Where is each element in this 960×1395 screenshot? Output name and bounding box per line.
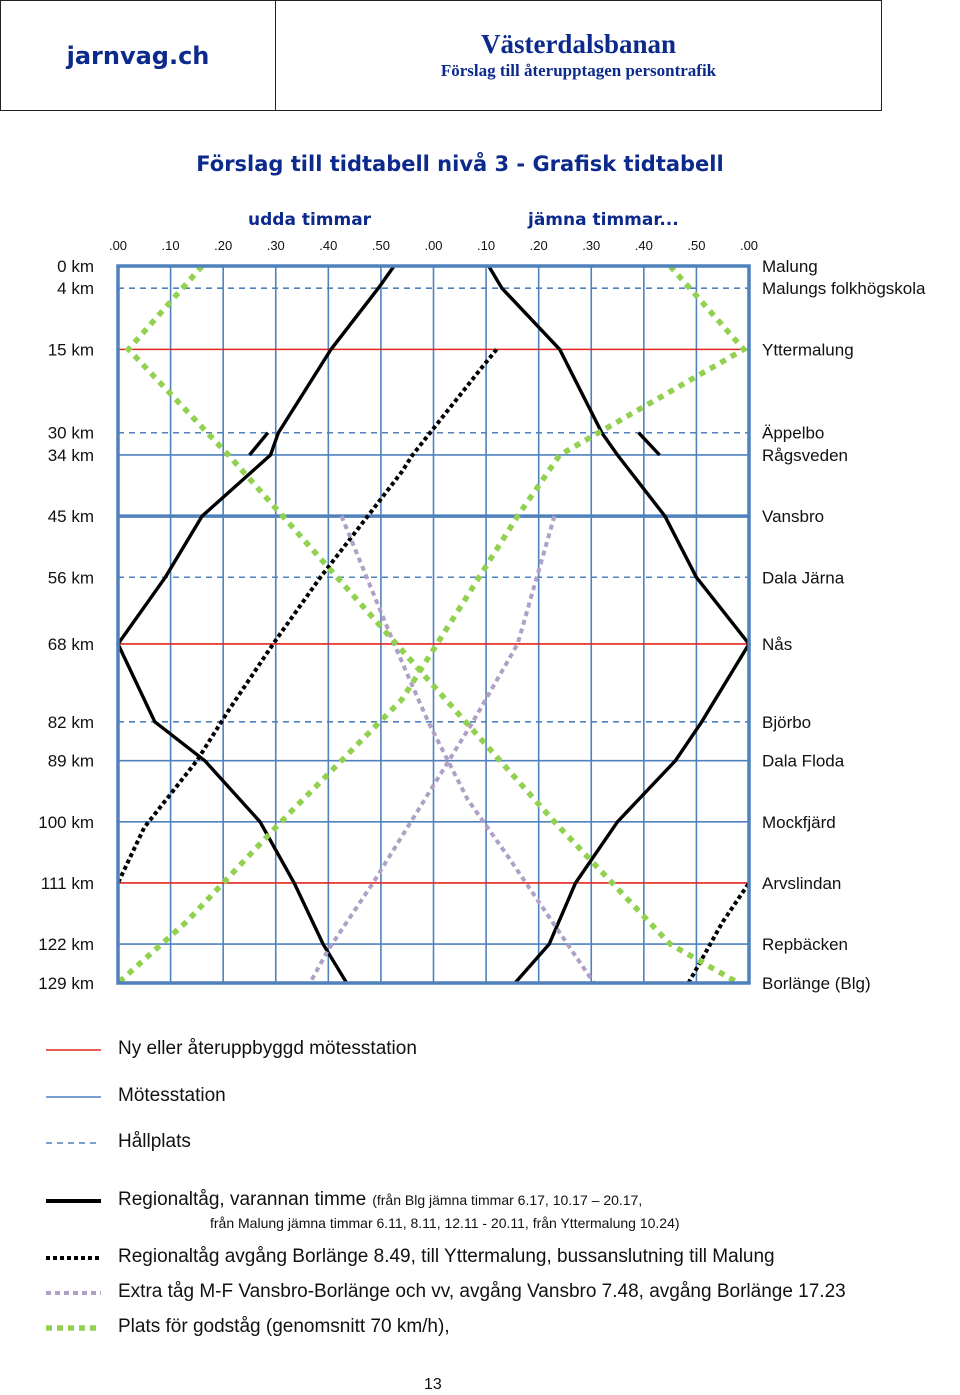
- x-tick-label: .40: [635, 238, 653, 253]
- km-label: 45 km: [48, 507, 94, 526]
- graphic-timetable-chart: .00 .10 .20 .30 .40 .50 .00 .10 .20 .30 .40 .50 .00 0…: [38, 238, 926, 993]
- km-label: 111 km: [41, 874, 94, 893]
- km-label: 89 km: [48, 752, 94, 771]
- station-lines: [118, 287, 749, 945]
- km-label: 4 km: [57, 279, 94, 298]
- km-label: 129 km: [38, 974, 94, 993]
- km-label: 30 km: [48, 424, 94, 443]
- legend-item: Regionaltåg, varannan timme (från Blg jäm…: [46, 1189, 642, 1212]
- legend-label: Mötesstation: [118, 1085, 226, 1106]
- legend-swatch: [46, 1199, 101, 1203]
- legend-note-second-line: från Malung jämna timmar 6.11, 8.11, 12.…: [210, 1215, 680, 1231]
- train-path-regional-dotted: [686, 881, 751, 984]
- station-name-label: Malung: [762, 257, 818, 276]
- station-name-label: Yttermalung: [762, 340, 854, 359]
- station-name-label: Dala Järna: [762, 568, 845, 587]
- legend-item: Extra tåg M-F Vansbro-Borlänge och vv, a…: [46, 1281, 846, 1304]
- x-tick-label: .50: [687, 238, 705, 253]
- km-label: 82 km: [48, 713, 94, 732]
- header-title: Västerdalsbanan: [480, 28, 677, 59]
- odd-hours-label: udda timmar: [248, 210, 372, 230]
- legend-swatch: [46, 1325, 101, 1331]
- x-tick-label: .20: [530, 238, 548, 253]
- x-tick-label: .00: [424, 238, 442, 253]
- even-hours-label: jämna timmar...: [528, 210, 679, 230]
- train-path-regional: [248, 431, 270, 457]
- station-name-label: Malungs folkhögskola: [762, 279, 926, 298]
- grid-layer: [169, 266, 698, 983]
- x-tick-label: .00: [109, 238, 127, 253]
- legend-label: Plats för godståg (genomsnitt 70 km/h),: [118, 1316, 450, 1337]
- legend-swatch: [46, 1291, 101, 1295]
- legend-swatch: [46, 1049, 101, 1051]
- x-tick-label: .20: [214, 238, 232, 253]
- x-tick-label: .10: [477, 238, 495, 253]
- km-label: 15 km: [48, 340, 94, 359]
- legend-swatch: [46, 1096, 101, 1098]
- station-name-label: Nås: [762, 635, 792, 654]
- train-path-freight: [124, 264, 740, 986]
- chart-frame: [116, 264, 751, 985]
- x-tick-label: .30: [267, 238, 285, 253]
- page-number: 13: [424, 1376, 442, 1393]
- station-name-label: Borlänge (Blg): [762, 974, 871, 993]
- station-name-label: Dala Floda: [762, 752, 845, 771]
- header-site-box: jarnvag.ch: [0, 0, 276, 111]
- legend-swatch: [46, 1142, 101, 1144]
- train-path-extra: [339, 515, 596, 985]
- legend-label: Ny eller återuppbyggd mötesstation: [118, 1038, 417, 1059]
- legend-label: Regionaltåg, varannan timme: [118, 1189, 367, 1210]
- km-label: 34 km: [48, 446, 94, 465]
- train-path-extra: [308, 515, 557, 984]
- page-title: Förslag till tidtabell nivå 3 - Grafisk …: [196, 152, 724, 176]
- x-tick-label: .10: [162, 238, 180, 253]
- legend-item: Mötesstation: [46, 1085, 226, 1108]
- x-tick-label: .50: [372, 238, 390, 253]
- legend-swatch: [46, 1256, 101, 1260]
- station-name-label: Björbo: [762, 713, 811, 732]
- km-label: 122 km: [38, 935, 94, 954]
- km-label: 0 km: [57, 257, 94, 276]
- station-name-label: Rågsveden: [762, 446, 848, 465]
- legend-label: Extra tåg M-F Vansbro-Borlänge och vv, a…: [118, 1281, 846, 1302]
- axis-labels: .00 .10 .20 .30 .40 .50 .00 .10 .20 .30 .40 .50 .00 0…: [38, 238, 926, 993]
- train-paths: [116, 264, 752, 986]
- station-name-label: Äppelbo: [762, 424, 824, 443]
- train-path-regional: [116, 265, 396, 984]
- station-name-label: Arvslindan: [762, 874, 841, 893]
- x-tick-label: .40: [319, 238, 337, 253]
- km-label: 68 km: [48, 635, 94, 654]
- legend-label: Hållplats: [118, 1131, 191, 1152]
- x-tick-label: .30: [582, 238, 600, 253]
- legend-item: Regionaltåg avgång Borlänge 8.49, till Y…: [46, 1246, 775, 1269]
- header-title-box: Västerdalsbanan Förslag till återupptage…: [275, 0, 882, 111]
- train-path-regional: [487, 265, 752, 985]
- station-name-label: Repbäcken: [762, 935, 848, 954]
- legend-note: (från Blg jämna timmar 6.17, 10.17 – 20.…: [372, 1192, 643, 1208]
- km-label: 56 km: [48, 568, 94, 587]
- site-name: jarnvag.ch: [66, 41, 210, 70]
- legend-item: Ny eller återuppbyggd mötesstation: [46, 1038, 417, 1061]
- train-path-regional-dotted: [116, 348, 499, 884]
- legend-item: Plats för godståg (genomsnitt 70 km/h),: [46, 1316, 450, 1339]
- chart-border: [116, 264, 751, 985]
- station-name-label: Mockfjärd: [762, 813, 836, 832]
- header-subtitle: Förslag till återupptagen persontrafik: [440, 61, 717, 81]
- train-path-regional: [637, 431, 661, 457]
- train-path-freight: [116, 264, 748, 986]
- legend-item: Hållplats: [46, 1131, 191, 1154]
- x-tick-label: .00: [740, 238, 758, 253]
- legend-label: Regionaltåg avgång Borlänge 8.49, till Y…: [118, 1246, 775, 1267]
- station-name-label: Vansbro: [762, 507, 824, 526]
- km-label: 100 km: [38, 813, 94, 832]
